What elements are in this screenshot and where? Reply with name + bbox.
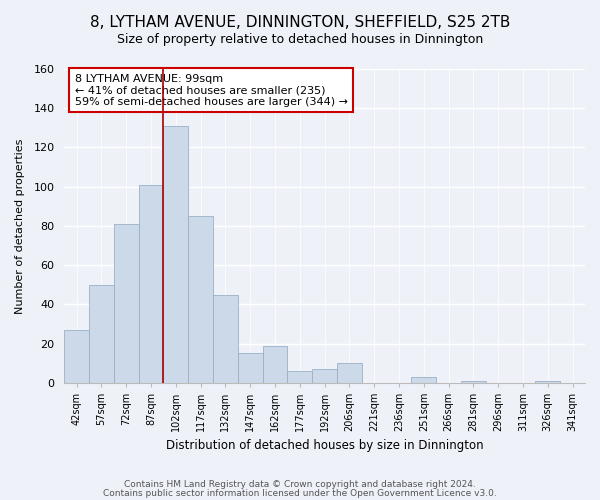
Text: 8, LYTHAM AVENUE, DINNINGTON, SHEFFIELD, S25 2TB: 8, LYTHAM AVENUE, DINNINGTON, SHEFFIELD,…: [90, 15, 510, 30]
Text: 8 LYTHAM AVENUE: 99sqm
← 41% of detached houses are smaller (235)
59% of semi-de: 8 LYTHAM AVENUE: 99sqm ← 41% of detached…: [74, 74, 347, 107]
Bar: [337, 363, 362, 383]
X-axis label: Distribution of detached houses by size in Dinnington: Distribution of detached houses by size …: [166, 440, 484, 452]
Bar: [64, 330, 89, 383]
Bar: [163, 126, 188, 383]
Bar: [535, 381, 560, 383]
Text: Size of property relative to detached houses in Dinnington: Size of property relative to detached ho…: [117, 32, 483, 46]
Bar: [412, 377, 436, 383]
Y-axis label: Number of detached properties: Number of detached properties: [15, 138, 25, 314]
Text: Contains HM Land Registry data © Crown copyright and database right 2024.: Contains HM Land Registry data © Crown c…: [124, 480, 476, 489]
Text: Contains public sector information licensed under the Open Government Licence v3: Contains public sector information licen…: [103, 489, 497, 498]
Bar: [461, 381, 486, 383]
Bar: [287, 371, 312, 383]
Bar: [213, 294, 238, 383]
Bar: [312, 369, 337, 383]
Bar: [263, 346, 287, 383]
Bar: [188, 216, 213, 383]
Bar: [89, 284, 114, 383]
Bar: [139, 184, 163, 383]
Bar: [114, 224, 139, 383]
Bar: [238, 354, 263, 383]
